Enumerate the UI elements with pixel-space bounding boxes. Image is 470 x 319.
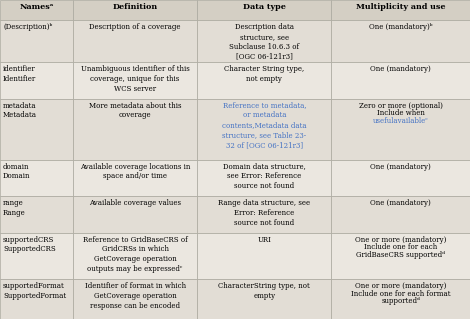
Text: GridBaseCRS supportedᵈ: GridBaseCRS supportedᵈ	[356, 251, 445, 259]
Bar	[0, 233, 73, 279]
Bar	[197, 62, 331, 99]
Text: Description of a coverage: Description of a coverage	[89, 23, 181, 31]
Text: URI: URI	[258, 236, 271, 244]
Bar	[331, 279, 470, 319]
Bar	[331, 233, 470, 279]
Bar	[73, 62, 197, 99]
Bar	[197, 196, 331, 233]
Bar	[331, 20, 470, 62]
Bar	[73, 196, 197, 233]
Text: Zero or more (optional): Zero or more (optional)	[359, 102, 443, 110]
Text: One or more (mandatory): One or more (mandatory)	[355, 282, 446, 290]
Bar	[73, 0, 197, 20]
Bar	[0, 20, 73, 62]
Bar	[197, 0, 331, 20]
Text: Available coverage values: Available coverage values	[89, 199, 181, 207]
Bar	[0, 0, 73, 20]
Bar	[0, 99, 73, 160]
Bar	[197, 20, 331, 62]
Text: Reference to GridBaseCRS of
GridCRSs in which
GetCoverage operation
outputs may : Reference to GridBaseCRS of GridCRSs in …	[83, 236, 188, 273]
Bar	[0, 196, 73, 233]
Text: Character String type,
not empty: Character String type, not empty	[224, 65, 305, 83]
Text: Domain data structure,
see Error: Reference
source not found: Domain data structure, see Error: Refere…	[223, 163, 306, 190]
Bar	[331, 196, 470, 233]
Bar	[0, 62, 73, 99]
Text: supportedFormat
SupportedFormat: supportedFormat SupportedFormat	[3, 282, 66, 300]
Text: Unambiguous identifier of this
coverage, unique for this
WCS server: Unambiguous identifier of this coverage,…	[81, 65, 189, 93]
Bar	[73, 233, 197, 279]
Text: identifier
Identifier: identifier Identifier	[3, 65, 36, 83]
Bar	[331, 62, 470, 99]
Text: domain
Domain: domain Domain	[3, 163, 31, 180]
Bar	[197, 233, 331, 279]
Text: range
Range: range Range	[3, 199, 26, 217]
Text: Data type: Data type	[243, 3, 286, 11]
Bar	[73, 99, 197, 160]
Text: One (mandatory): One (mandatory)	[370, 163, 431, 171]
Bar	[73, 20, 197, 62]
Bar	[197, 99, 331, 160]
Text: CharacterString type, not
empty: CharacterString type, not empty	[219, 282, 310, 300]
Text: usefulavailableᶜ: usefulavailableᶜ	[373, 117, 429, 125]
Text: One (mandatory)ᵇ: One (mandatory)ᵇ	[369, 23, 432, 31]
Bar	[73, 160, 197, 196]
Text: metadata
Metadata: metadata Metadata	[3, 102, 37, 119]
Bar	[331, 0, 470, 20]
Text: Reference to metadata,
or metadata
contents,Metadata data
structure, see Table 2: Reference to metadata, or metadata conte…	[222, 102, 307, 149]
Bar	[73, 279, 197, 319]
Text: (Description)ᵇ: (Description)ᵇ	[3, 23, 52, 31]
Text: supportedᵈ: supportedᵈ	[381, 297, 420, 305]
Text: One (mandatory): One (mandatory)	[370, 199, 431, 207]
Text: One or more (mandatory): One or more (mandatory)	[355, 236, 446, 244]
Text: Available coverage locations in
space and/or time: Available coverage locations in space an…	[80, 163, 190, 180]
Text: Include when: Include when	[377, 109, 424, 117]
Bar	[331, 99, 470, 160]
Bar	[197, 160, 331, 196]
Text: Namesᵃ: Namesᵃ	[19, 3, 54, 11]
Text: Range data structure, see
Error: Reference
source not found: Range data structure, see Error: Referen…	[218, 199, 311, 227]
Text: Definition: Definition	[112, 3, 158, 11]
Bar	[0, 160, 73, 196]
Text: supportedCRS
SupportedCRS: supportedCRS SupportedCRS	[3, 236, 56, 253]
Text: Include one for each: Include one for each	[364, 243, 437, 251]
Text: One (mandatory): One (mandatory)	[370, 65, 431, 73]
Bar	[331, 160, 470, 196]
Bar	[197, 279, 331, 319]
Text: Description data
structure, see
Subclause 10.6.3 of
[OGC 06-121r3]: Description data structure, see Subclaus…	[229, 23, 299, 60]
Text: Identifier of format in which
GetCoverage operation
response can be encoded: Identifier of format in which GetCoverag…	[85, 282, 186, 310]
Text: Include one for each format: Include one for each format	[351, 290, 450, 298]
Text: Multiplicity and use: Multiplicity and use	[356, 3, 446, 11]
Bar	[0, 279, 73, 319]
Text: More metadata about this
coverage: More metadata about this coverage	[89, 102, 181, 119]
